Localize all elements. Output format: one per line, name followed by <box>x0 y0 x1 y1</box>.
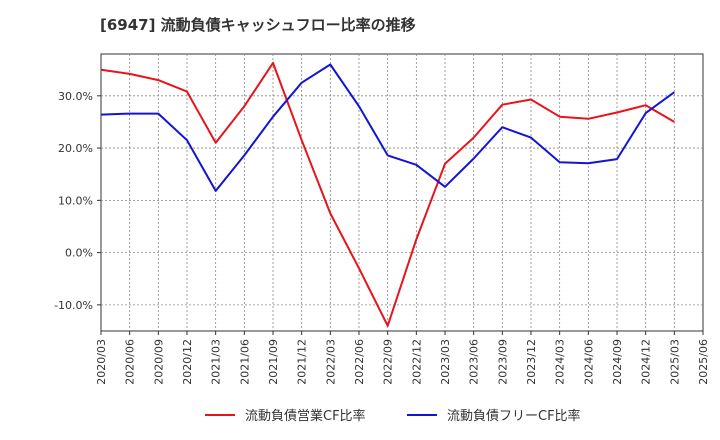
x-tick-label: 2020/09 <box>152 339 165 385</box>
x-tick-label: 2021/09 <box>267 339 280 385</box>
data-point <box>673 120 676 123</box>
data-point <box>530 136 533 139</box>
chart-title: [6947] 流動負債キャッシュフロー比率の推移 <box>100 16 416 34</box>
x-tick-label: 2021/12 <box>296 339 309 385</box>
x-tick-label: 2023/03 <box>439 339 452 385</box>
data-point <box>128 72 131 75</box>
data-point <box>415 238 418 241</box>
x-tick-label: 2021/03 <box>210 339 223 385</box>
series-line-1 <box>100 61 675 327</box>
x-tick-label: 2024/09 <box>611 339 624 385</box>
data-point <box>673 91 676 94</box>
data-point <box>300 81 303 84</box>
data-point <box>558 161 561 164</box>
y-tick-label: 20.0% <box>58 142 93 155</box>
data-point <box>530 98 533 101</box>
data-point <box>157 112 160 115</box>
data-point <box>587 117 590 120</box>
data-point <box>128 112 131 115</box>
data-point <box>644 112 647 115</box>
data-point <box>558 115 561 118</box>
data-point <box>272 61 275 64</box>
data-point <box>644 104 647 107</box>
x-tick-label: 2023/12 <box>525 339 538 385</box>
x-tick-label: 2025/06 <box>697 339 710 385</box>
x-tick-label: 2022/09 <box>382 339 395 385</box>
data-point <box>616 158 619 161</box>
x-tick-label: 2024/12 <box>640 339 653 385</box>
y-tick-label: 30.0% <box>58 90 93 103</box>
data-point <box>100 68 103 71</box>
data-point <box>616 111 619 114</box>
data-point <box>186 90 189 93</box>
legend-label-2: 流動負債フリーCF比率 <box>447 408 581 424</box>
data-point <box>386 324 389 327</box>
data-point <box>329 212 332 215</box>
y-axis-ticks: -10.0% 0.0% 10.0% 20.0% 30.0% <box>54 90 101 312</box>
x-tick-label: 2023/06 <box>468 339 481 385</box>
data-point <box>300 139 303 142</box>
data-point <box>386 154 389 157</box>
data-point <box>415 163 418 166</box>
data-point <box>587 162 590 165</box>
data-point <box>444 185 447 188</box>
x-tick-label: 2022/06 <box>353 339 366 385</box>
data-point <box>472 136 475 139</box>
x-tick-label: 2021/06 <box>238 339 251 385</box>
data-point <box>358 267 361 270</box>
legend: 流動負債営業CF比率 流動負債フリーCF比率 <box>205 408 581 424</box>
x-tick-label: 2025/03 <box>668 339 681 385</box>
x-tick-label: 2022/03 <box>324 339 337 385</box>
y-tick-label: 0.0% <box>65 247 93 260</box>
data-point <box>214 189 217 192</box>
data-point <box>214 141 217 144</box>
x-tick-label: 2024/03 <box>554 339 567 385</box>
data-point <box>329 63 332 66</box>
x-tick-label: 2020/12 <box>181 339 194 385</box>
data-point <box>501 103 504 106</box>
data-point <box>272 115 275 118</box>
legend-label-1: 流動負債営業CF比率 <box>245 408 366 424</box>
data-point <box>501 126 504 129</box>
x-tick-label: 2020/06 <box>124 339 137 385</box>
y-tick-label: -10.0% <box>54 299 93 312</box>
data-point <box>444 162 447 165</box>
data-point <box>358 105 361 108</box>
data-point <box>472 157 475 160</box>
data-point <box>243 154 246 157</box>
data-point <box>186 139 189 142</box>
x-tick-label: 2024/06 <box>582 339 595 385</box>
x-tick-label: 2020/03 <box>95 339 108 385</box>
data-point <box>100 113 103 116</box>
grid-lines <box>101 54 703 331</box>
series-lines <box>100 61 676 327</box>
data-point <box>157 79 160 82</box>
data-point <box>243 105 246 108</box>
x-tick-label: 2023/09 <box>496 339 509 385</box>
x-tick-label: 2022/12 <box>410 339 423 385</box>
y-tick-label: 10.0% <box>58 194 93 207</box>
x-axis-ticks: 2020/03 2020/06 2020/09 2020/12 2021/03 2021/… <box>95 331 710 385</box>
series-line-2 <box>100 63 675 192</box>
